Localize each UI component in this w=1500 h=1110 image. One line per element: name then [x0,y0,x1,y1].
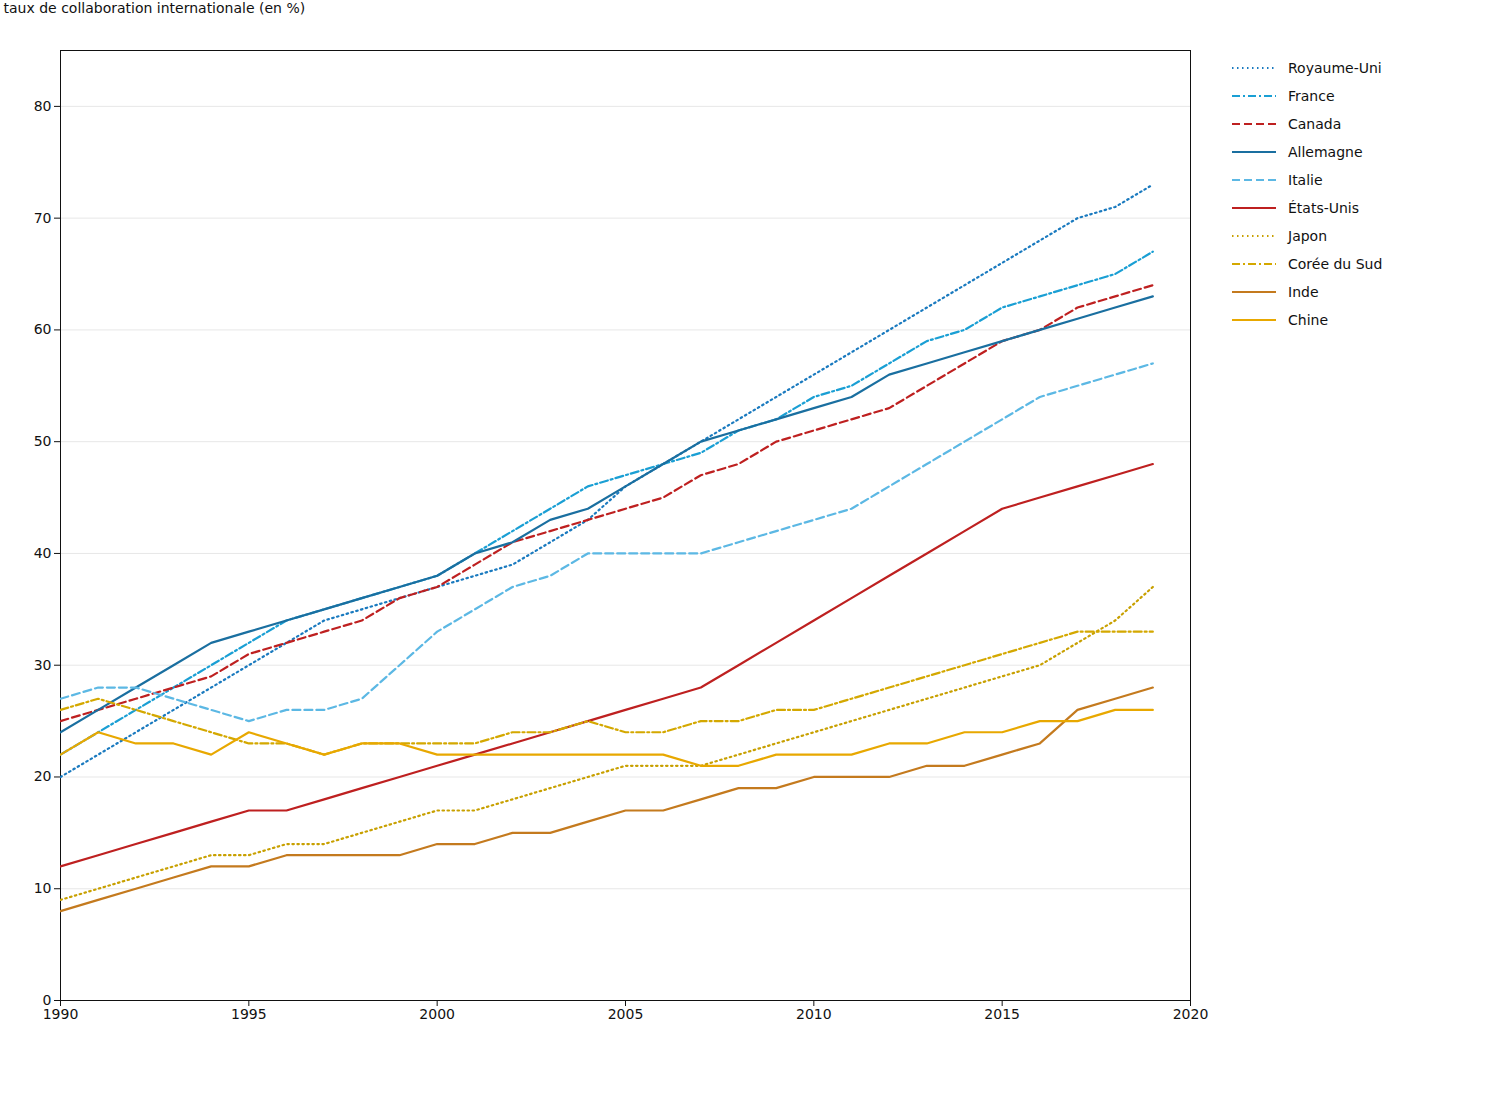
svg-text:2015: 2015 [984,1006,1020,1022]
svg-text:30: 30 [34,657,52,673]
html-text:Canada: Canada [1288,116,1342,132]
svg-text:50: 50 [34,433,52,449]
svg-text:70: 70 [34,210,52,226]
html-text:Allemagne: Allemagne [1288,144,1363,160]
svg-text:20: 20 [34,768,52,784]
svg-text:2000: 2000 [419,1006,455,1022]
html-text:Royaume-Uni: Royaume-Uni [1288,60,1382,76]
html-text:Inde: Inde [1288,284,1319,300]
svg-text:10: 10 [34,880,52,896]
svg-text:taux de collaboration internat: taux de collaboration internationale (en… [4,0,306,16]
svg-text:0: 0 [42,992,52,1008]
html-text:Corée du Sud: Corée du Sud [1288,256,1383,272]
html-text:Italie: Italie [1288,172,1323,188]
svg-text:60: 60 [34,321,52,337]
html-text:Chine: Chine [1288,312,1328,328]
html-text:Japon: Japon [1288,228,1327,244]
html-text:États-Unis: États-Unis [1288,200,1360,216]
svg-text:2020: 2020 [1173,1006,1209,1022]
svg-text:40: 40 [34,545,52,561]
html-text:France: France [1288,88,1335,104]
svg-text:2005: 2005 [608,1006,644,1022]
svg-text:2010: 2010 [796,1006,832,1022]
svg-text:1990: 1990 [43,1006,79,1022]
svg-text:1995: 1995 [231,1006,267,1022]
svg-text:80: 80 [34,98,52,114]
